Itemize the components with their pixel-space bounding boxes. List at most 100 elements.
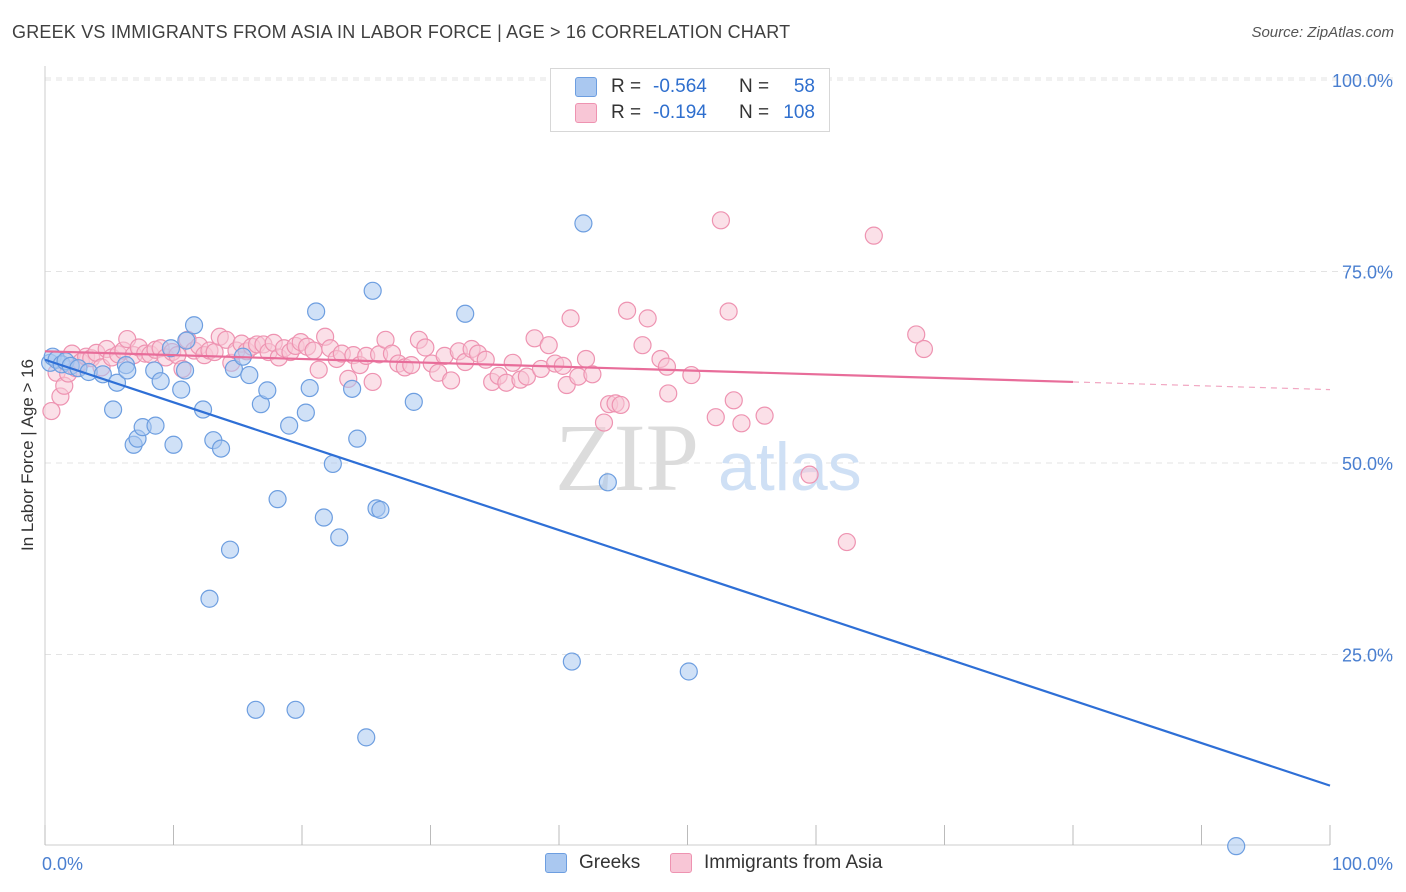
greek-point — [300, 378, 319, 398]
greek-point — [268, 490, 287, 509]
asia-point — [755, 406, 774, 425]
asia-trend-extension — [1072, 381, 1331, 391]
greeks-label: Greeks — [579, 852, 641, 873]
asia-point — [682, 365, 701, 385]
greek-point — [562, 652, 581, 671]
asia-point — [611, 395, 630, 415]
watermark-atlas: atlas — [718, 429, 862, 505]
asia-label: Immigrants from Asia — [704, 852, 883, 873]
greek-point — [240, 365, 259, 385]
n-value: 58 — [793, 76, 815, 97]
greek-point — [246, 700, 265, 719]
greek-point — [184, 316, 204, 335]
asia-point — [706, 408, 725, 427]
greek-point — [343, 379, 362, 398]
asia-point — [583, 365, 602, 384]
n-label: N = — [739, 102, 770, 123]
greeks-trend-line — [44, 358, 1331, 787]
asia-point — [711, 211, 731, 230]
y-tick-label: 50.0% — [1342, 454, 1393, 474]
greeks-swatch — [545, 853, 567, 873]
asia-trend-line — [44, 350, 1074, 384]
asia-point — [539, 336, 558, 355]
y-tick-label: 25.0% — [1342, 646, 1393, 666]
greek-point — [357, 728, 376, 747]
asia-point — [576, 349, 596, 369]
asia-point — [561, 309, 580, 328]
asia-point — [594, 413, 614, 432]
asia-point — [309, 360, 328, 379]
asia-point — [907, 325, 926, 344]
asia-point — [633, 336, 652, 355]
greek-point — [307, 302, 326, 321]
data-points — [41, 211, 1246, 856]
asia-point — [657, 357, 677, 376]
n-value: 108 — [783, 102, 815, 123]
asia-point — [42, 401, 61, 421]
asia-point — [914, 339, 934, 359]
asia-point — [441, 371, 461, 390]
r-label: R = — [611, 76, 642, 97]
asia-point — [837, 532, 856, 552]
watermark: ZIP atlas — [555, 404, 862, 511]
greek-point — [286, 700, 305, 719]
greek-point — [314, 508, 333, 527]
greek-point — [146, 416, 165, 435]
asia-point — [304, 341, 323, 360]
axes — [44, 66, 1331, 846]
greek-point — [177, 331, 196, 350]
asia-point — [864, 226, 883, 245]
x-tick-label: 0.0% — [42, 854, 83, 874]
greek-point — [224, 359, 243, 379]
greek-point — [371, 500, 390, 519]
greek-point — [172, 380, 191, 399]
greek-point — [363, 281, 382, 300]
source-label: Source: ZipAtlas.com — [1251, 24, 1394, 41]
asia-point — [618, 301, 637, 320]
chart-title: GREEK VS IMMIGRANTS FROM ASIA IN LABOR F… — [12, 22, 791, 42]
asia-point — [659, 384, 678, 403]
legend-item-greeks[interactable]: Greeks — [545, 852, 640, 874]
greek-point — [348, 429, 367, 448]
greek-point — [574, 214, 593, 233]
greek-point — [404, 392, 423, 411]
greek-point — [200, 589, 219, 608]
tick-labels: 25.0% 50.0% 75.0% 100.0% 0.0% 100.0% — [42, 71, 1393, 874]
greek-point — [280, 416, 299, 435]
r-value: -0.194 — [653, 102, 707, 123]
asia-point — [638, 309, 657, 328]
asia-swatch — [670, 853, 692, 873]
r-label: R = — [611, 102, 642, 123]
asia-point — [517, 367, 536, 386]
asia-point — [416, 338, 435, 357]
greek-point — [296, 403, 315, 422]
greek-point — [104, 400, 123, 419]
asia-point — [732, 414, 751, 433]
greek-point — [1227, 837, 1246, 856]
greek-point — [598, 473, 617, 492]
asia-point — [363, 372, 382, 392]
greek-point — [258, 381, 277, 400]
asia-point — [719, 302, 738, 321]
greek-point — [175, 361, 195, 380]
watermark-zip: ZIP — [555, 404, 699, 511]
greek-point — [220, 540, 240, 559]
asia-point — [724, 391, 743, 410]
trend-lines — [44, 350, 1331, 787]
stats-legend: R = -0.564 N = 58 R = -0.194 N = 108 — [550, 68, 830, 132]
greek-point — [456, 304, 475, 323]
y-tick-label: 75.0% — [1342, 263, 1393, 283]
greek-point — [161, 339, 181, 358]
legend-item-asia[interactable]: Immigrants from Asia — [670, 852, 882, 874]
asia-point — [402, 356, 421, 375]
asia-swatch — [575, 103, 597, 123]
legend-row-asia: R = -0.194 N = 108 — [575, 100, 815, 126]
asia-point — [800, 465, 819, 484]
greek-point — [118, 361, 137, 380]
greek-point — [211, 439, 231, 458]
x-tick-label: 100.0% — [1332, 854, 1393, 874]
greek-point — [164, 435, 183, 454]
y-tick-label: 100.0% — [1332, 71, 1393, 91]
r-value: -0.564 — [653, 76, 707, 97]
asia-point — [503, 353, 522, 372]
